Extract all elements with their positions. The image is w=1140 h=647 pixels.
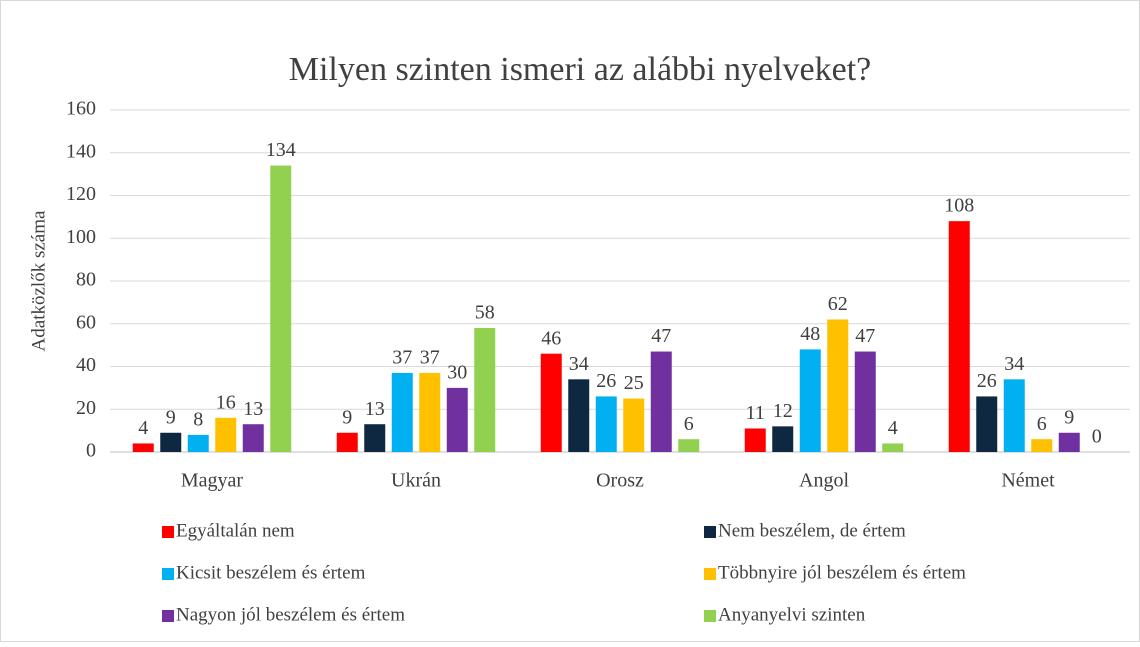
bar <box>976 396 998 452</box>
bar <box>474 328 496 452</box>
data-label: 37 <box>392 347 412 369</box>
bar <box>678 439 700 452</box>
y-tick-label: 120 <box>66 183 96 205</box>
chart-title: Milyen szinten ismeri az alábbi nyelveke… <box>289 51 872 88</box>
bar <box>187 434 209 452</box>
data-label: 4 <box>888 417 898 439</box>
bar <box>336 432 358 452</box>
data-label: 37 <box>420 347 440 369</box>
y-tick-label: 100 <box>66 226 96 248</box>
data-label: 8 <box>193 408 203 430</box>
bar <box>799 349 821 452</box>
y-tick-label: 40 <box>76 354 96 376</box>
bar <box>160 432 182 452</box>
bar <box>595 396 617 452</box>
bar <box>1058 432 1080 452</box>
y-tick-label: 160 <box>66 98 96 120</box>
data-label: 9 <box>1064 406 1074 428</box>
data-label: 62 <box>828 293 848 315</box>
data-label: 58 <box>475 302 495 324</box>
data-label: 46 <box>541 327 561 349</box>
bar <box>215 417 237 452</box>
bar <box>270 165 292 452</box>
data-label: 48 <box>800 323 820 345</box>
y-tick-label: 20 <box>76 397 96 419</box>
y-tick-label: 60 <box>76 311 96 333</box>
data-label: 9 <box>342 406 352 428</box>
data-label: 108 <box>944 195 974 217</box>
bar <box>827 319 849 452</box>
legend-label: Egyáltalán nem <box>176 520 295 541</box>
bar <box>623 398 645 452</box>
y-tick-label: 140 <box>66 140 96 162</box>
data-label: 30 <box>447 361 467 383</box>
data-label: 13 <box>365 398 385 420</box>
data-label: 134 <box>266 139 296 161</box>
legend-label: Nem beszélem, de értem <box>718 520 906 541</box>
x-tick-label: Orosz <box>596 470 644 492</box>
data-label: 16 <box>216 391 236 413</box>
data-label: 0 <box>1092 426 1102 448</box>
legend-swatch <box>704 610 716 622</box>
bar <box>242 424 264 452</box>
x-tick-label: Ukrán <box>391 470 441 492</box>
bar <box>391 372 413 452</box>
x-tick-label: Német <box>1001 470 1055 492</box>
data-label: 6 <box>1037 413 1047 435</box>
bar <box>744 428 766 452</box>
data-label: 11 <box>746 402 765 424</box>
data-label: 25 <box>624 372 644 394</box>
data-label: 47 <box>651 325 671 347</box>
bar <box>650 351 672 452</box>
x-tick-label: Magyar <box>181 470 244 492</box>
legend-label: Többnyire jól beszélem és értem <box>718 562 966 583</box>
bar <box>568 379 590 452</box>
bar <box>540 353 562 452</box>
bar <box>948 221 970 452</box>
y-tick-label: 80 <box>76 269 96 291</box>
bar <box>419 372 441 452</box>
legend-label: Anyanyelvi szinten <box>718 604 866 625</box>
data-label: 26 <box>596 370 616 392</box>
legend-swatch <box>162 526 174 538</box>
legend-label: Nagyon jól beszélem és értem <box>176 604 405 625</box>
y-tick-label: 0 <box>86 440 96 462</box>
data-label: 26 <box>977 370 997 392</box>
data-label: 12 <box>773 400 793 422</box>
bar <box>1031 439 1053 452</box>
data-label: 6 <box>684 413 694 435</box>
data-label: 34 <box>569 353 589 375</box>
data-label: 47 <box>855 325 875 347</box>
data-label: 9 <box>166 406 176 428</box>
bar <box>364 424 386 452</box>
y-axis-label: Adatközlők száma <box>28 210 49 351</box>
data-label: 13 <box>243 398 263 420</box>
data-label: 34 <box>1004 353 1024 375</box>
bar <box>772 426 794 452</box>
bar <box>1003 379 1025 452</box>
bar <box>882 443 904 452</box>
data-label: 4 <box>138 417 148 439</box>
legend-swatch <box>704 568 716 580</box>
bar <box>446 387 468 452</box>
legend-swatch <box>704 526 716 538</box>
bar <box>854 351 876 452</box>
legend-label: Kicsit beszélem és értem <box>176 562 366 583</box>
legend-swatch <box>162 568 174 580</box>
x-tick-label: Angol <box>799 470 849 492</box>
legend-swatch <box>162 610 174 622</box>
bar <box>132 443 154 452</box>
